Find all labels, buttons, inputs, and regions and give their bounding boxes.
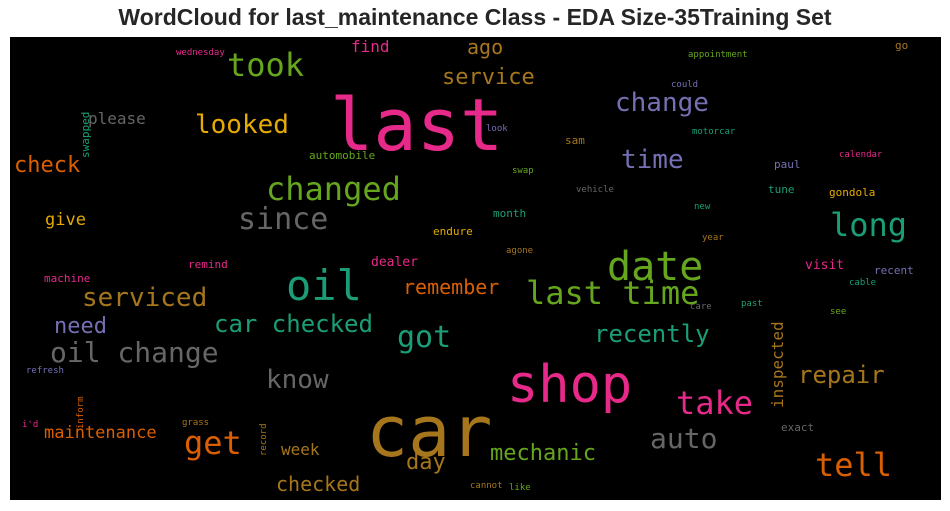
word-need: need	[54, 314, 107, 339]
word-motorcar: motorcar	[692, 127, 736, 137]
word-cable: cable	[849, 278, 877, 288]
word-maintenance: maintenance	[44, 423, 157, 443]
word-week: week	[281, 440, 320, 459]
word-remind: remind	[188, 258, 228, 271]
word-machine: machine	[44, 272, 91, 285]
word-serviced: serviced	[82, 283, 208, 313]
word-recent: recent	[874, 264, 914, 277]
word-past: past	[741, 299, 763, 309]
word-oil-change: oil change	[50, 336, 219, 369]
wordcloud-canvas: last car shop oil date changed last time took lo…	[10, 37, 941, 500]
word-auto: auto	[650, 422, 718, 455]
word-last-time: last time	[526, 274, 700, 312]
word-since: since	[238, 202, 329, 237]
word-oil: oil	[286, 261, 362, 310]
word-take: take	[676, 384, 754, 422]
word-remember: remember	[403, 275, 500, 299]
word-date: date	[607, 244, 704, 290]
word-exact: exact	[781, 421, 815, 434]
word-automobile: automobile	[309, 149, 376, 162]
word-mechanic: mechanic	[490, 441, 596, 466]
word-know: know	[266, 365, 329, 395]
word-long: long	[830, 206, 908, 244]
word-care: care	[690, 302, 712, 312]
word-like: like	[509, 483, 531, 493]
word-service: service	[442, 65, 535, 90]
word-took: took	[227, 46, 305, 84]
word-could: could	[671, 80, 699, 90]
word-time: time	[621, 145, 684, 175]
word-checked: checked	[276, 472, 361, 496]
word-sam: sam	[565, 134, 585, 147]
word-get: get	[184, 424, 242, 462]
word-gondola: gondola	[829, 186, 876, 199]
word-please: please	[88, 109, 146, 128]
word-new: new	[694, 202, 711, 212]
word-visit: visit	[805, 258, 845, 273]
word-got: got	[397, 320, 452, 355]
word-swap: swap	[512, 166, 534, 176]
word-inform: inform	[76, 396, 86, 430]
word-shop: shop	[507, 355, 633, 415]
word-agone: agone	[506, 246, 534, 256]
word-i-d: i'd	[22, 420, 39, 430]
word-cannot: cannot	[470, 481, 503, 491]
word-grass: grass	[182, 418, 210, 428]
word-car-checked: car checked	[214, 310, 373, 338]
word-inspected: inspected	[768, 321, 787, 409]
word-dealer: dealer	[371, 255, 418, 270]
word-appointment: appointment	[688, 50, 748, 60]
word-refresh: refresh	[26, 366, 64, 376]
word-day: day	[406, 450, 446, 475]
word-go: go	[895, 39, 909, 52]
word-month: month	[493, 207, 527, 220]
word-last: last	[330, 83, 504, 167]
word-find: find	[351, 37, 390, 56]
chart-title: WordCloud for last_maintenance Class - E…	[118, 4, 832, 30]
word-year: year	[702, 233, 724, 243]
word-record: record	[259, 423, 269, 457]
word-change: change	[615, 88, 709, 118]
word-tell: tell	[815, 446, 893, 484]
word-check: check	[14, 153, 81, 178]
word-look: look	[486, 124, 508, 134]
word-tune: tune	[768, 183, 795, 196]
word-paul: paul	[774, 158, 801, 171]
word-changed: changed	[266, 170, 401, 208]
word-give: give	[45, 210, 86, 230]
word-wednesday: wednesday	[176, 48, 225, 58]
word-looked: looked	[195, 110, 289, 140]
word-calendar: calendar	[839, 150, 883, 160]
word-ago: ago	[467, 37, 504, 59]
word-car: car	[366, 391, 493, 473]
word-swapped: swapped	[79, 111, 92, 159]
word-repair: repair	[798, 361, 885, 389]
word-vehicle: vehicle	[576, 185, 614, 195]
word-recently: recently	[594, 320, 710, 348]
word-endure: endure	[433, 225, 473, 238]
word-see: see	[830, 307, 847, 317]
